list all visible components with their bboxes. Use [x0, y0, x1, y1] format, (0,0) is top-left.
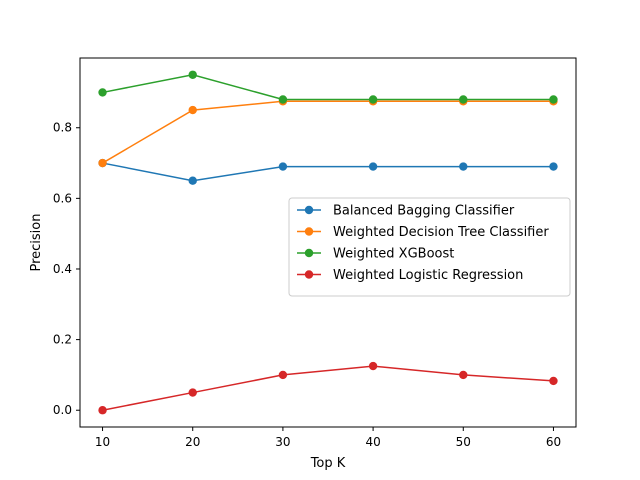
legend-entry-label: Balanced Bagging Classifier	[333, 204, 515, 219]
data-point	[459, 370, 468, 380]
data-point	[549, 95, 558, 104]
series-2	[98, 70, 558, 104]
series-1	[98, 97, 558, 168]
y-tick-label: 0.2	[53, 333, 72, 347]
y-tick-label: 0.4	[53, 262, 72, 276]
x-axis-label: Top K	[310, 456, 346, 471]
data-point	[98, 406, 107, 415]
series-line	[102, 365, 554, 411]
data-point	[98, 88, 107, 97]
data-point	[459, 162, 468, 171]
y-axis: 0.0 0.2 0.4 0.6 0.8	[53, 121, 80, 417]
x-tick-label: 50	[456, 435, 471, 449]
y-tick-label: 0.0	[53, 403, 72, 417]
series-line	[102, 100, 554, 164]
series-line	[102, 162, 554, 182]
data-point	[459, 95, 468, 104]
data-point	[278, 370, 288, 380]
data-point	[188, 105, 197, 115]
legend-entry-label: Weighted Decision Tree Classifier	[333, 225, 549, 240]
y-tick-label: 0.6	[53, 191, 72, 205]
data-point	[188, 388, 197, 397]
legend-entry-label: Weighted XGBoost	[333, 247, 454, 262]
plot-frame	[79, 57, 577, 428]
data-point	[188, 70, 197, 79]
legend-swatch-marker	[304, 227, 314, 236]
data-point	[98, 158, 107, 168]
x-axis: 10 20 30 40 50 60	[95, 427, 561, 449]
data-point	[549, 162, 558, 171]
x-tick-label: 20	[185, 435, 200, 449]
x-tick-label: 40	[365, 435, 380, 449]
data-point	[549, 376, 558, 386]
legend-swatch-marker	[304, 205, 314, 215]
series-3	[98, 361, 558, 415]
data-point	[278, 95, 288, 104]
series-line	[102, 74, 554, 101]
x-tick-label: 60	[546, 435, 561, 449]
y-tick-label: 0.8	[53, 121, 72, 135]
y-axis-label: Precision	[29, 213, 44, 271]
legend-swatch-marker	[304, 270, 314, 279]
data-point	[368, 95, 378, 104]
x-tick-label: 10	[95, 435, 110, 449]
data-point	[368, 162, 378, 171]
legend-swatch-marker	[304, 248, 314, 258]
series-0	[98, 158, 558, 185]
series-layer	[98, 70, 558, 415]
data-point	[368, 361, 378, 371]
data-point	[188, 176, 197, 185]
legend-box	[288, 197, 571, 297]
legend: Balanced Bagging Classifier Weighted Deci…	[288, 197, 571, 297]
x-tick-label: 30	[275, 435, 290, 449]
data-point	[278, 162, 288, 171]
legend-entry-label: Weighted Logistic Regression	[333, 268, 523, 283]
